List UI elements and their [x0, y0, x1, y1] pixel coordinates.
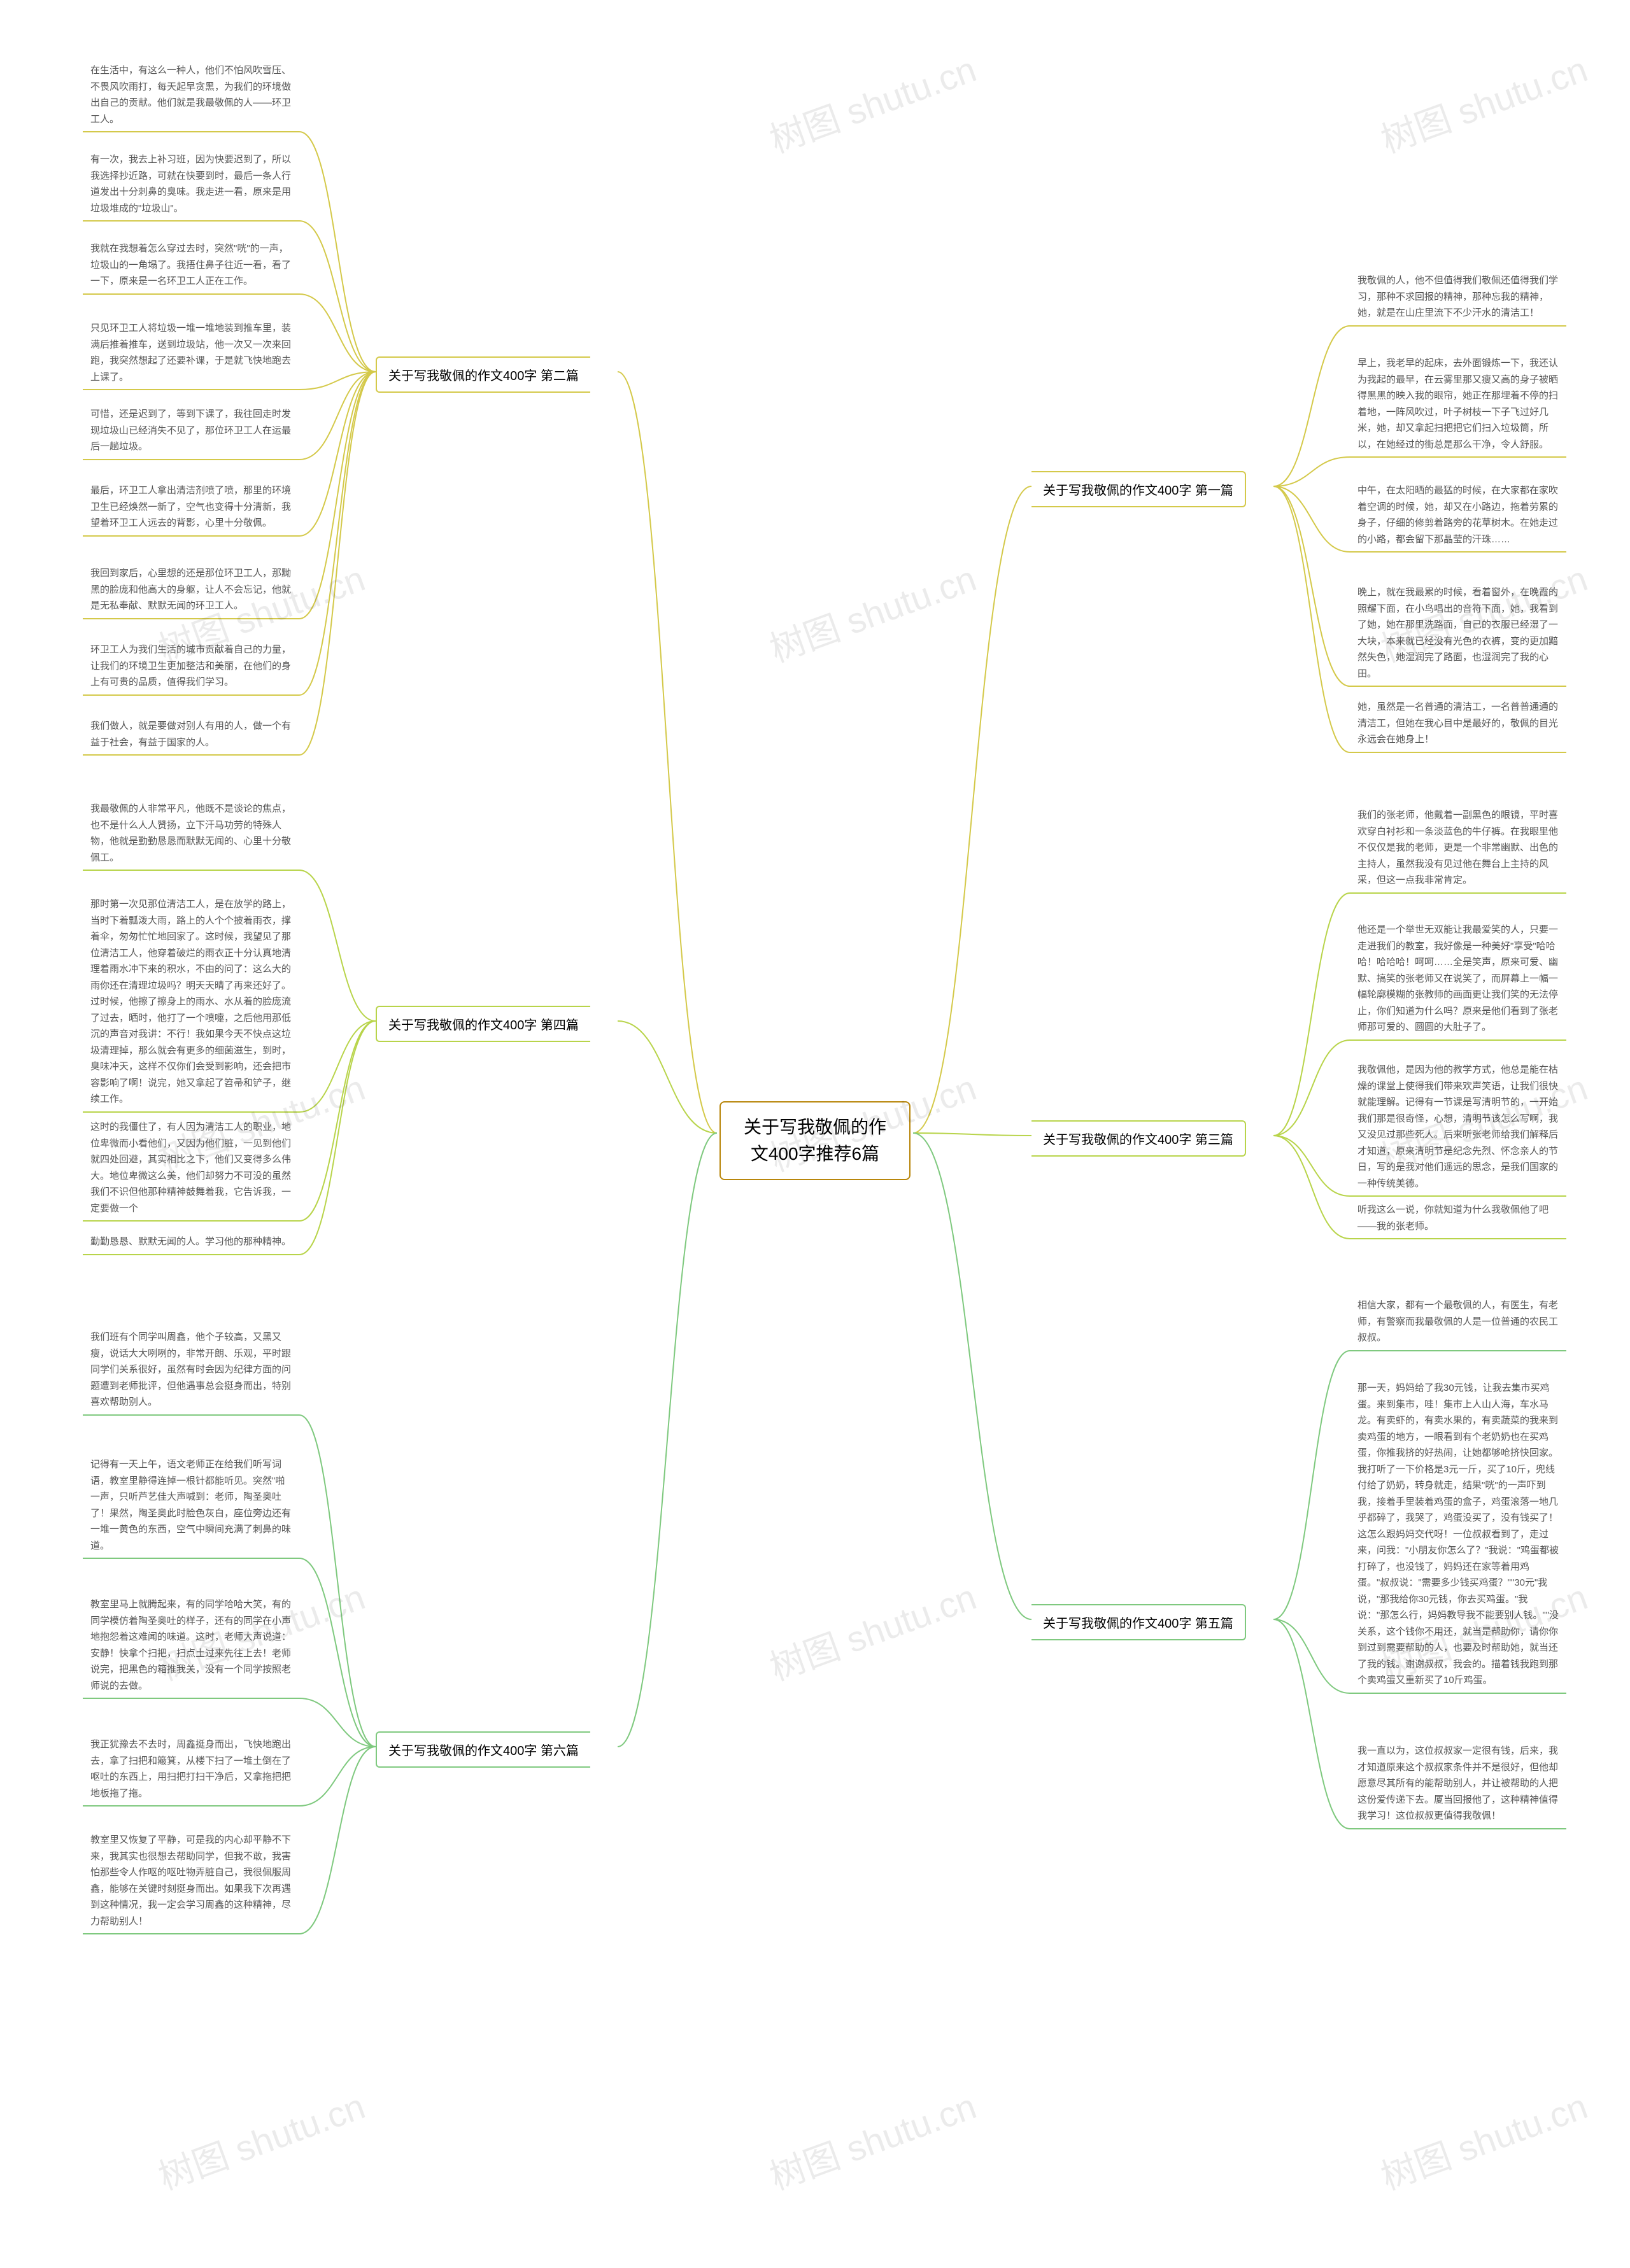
leaf-text: 有一次，我去上补习班，因为快要迟到了，所以我选择抄近路，可就在快要到时，最后一条… — [90, 154, 291, 214]
branch-label: 关于写我敬佩的作文400字 第一篇 — [1043, 484, 1233, 498]
leaf-text: 记得有一天上午，语文老师正在给我们听写词语，教室里静得连掉一根针都能听见。突然"… — [90, 1459, 291, 1551]
branch-label: 关于写我敬佩的作文400字 第五篇 — [1043, 1617, 1233, 1631]
leaf-text: 那时第一次见那位清洁工人，是在放学的路上，当时下着瓢泼大雨，路上的人个个披着雨衣… — [90, 899, 291, 1104]
leaf: 环卫工人为我们生活的城市贡献着自己的力量，让我们的环境卫生更加整洁和美丽，在他们… — [83, 637, 299, 696]
branch-label: 关于写我敬佩的作文400字 第二篇 — [388, 369, 579, 383]
leaf: 我们的张老师，他戴着一副黑色的眼镜，平时喜欢穿白衬衫和一条淡蓝色的牛仔裤。在我眼… — [1350, 802, 1566, 894]
leaf-text: 那一天，妈妈给了我30元钱，让我去集市买鸡蛋。来到集市，哇！集市上人山人海，车水… — [1357, 1383, 1559, 1686]
leaf-text: 在生活中，有这么一种人，他们不怕风吹雪压、不畏风吹雨打，每天起早贪黑，为我们的环… — [90, 65, 291, 125]
leaf-text: 教室里又恢复了平静，可是我的内心却平静不下来，我其实也很想去帮助同学，但我不敢，… — [90, 1835, 291, 1927]
leaf-text: 可惜，还是迟到了，等到下课了，我往回走时发现垃圾山已经消失不见了，那位环卫工人在… — [90, 409, 291, 452]
leaf-text: 我一直以为，这位叔叔家一定很有钱，后来，我才知道原来这个叔叔家条件并不是很好，但… — [1357, 1745, 1558, 1821]
leaf: 我一直以为，这位叔叔家一定很有钱，后来，我才知道原来这个叔叔家条件并不是很好，但… — [1350, 1738, 1566, 1829]
watermark: 树图 shutu.cn — [762, 1568, 982, 1691]
branch-label: 关于写我敬佩的作文400字 第三篇 — [1043, 1133, 1233, 1147]
leaf: 我们做人，就是要做对别人有用的人，做一个有益于社会，有益于国家的人。 — [83, 713, 299, 756]
leaf: 我就在我想着怎么穿过去时，突然"咣"的一声，垃圾山的一角塌了。我捂住鼻子往近一看… — [83, 236, 299, 295]
leaf: 早上，我老早的起床，去外面锻炼一下，我还认为我起的最早，在云雾里那又瘦又高的身子… — [1350, 350, 1566, 458]
leaf: 相信大家，都有一个最敬佩的人，有医生，有老师，有警察而我最敬佩的人是一位普通的农… — [1350, 1292, 1566, 1351]
leaf-text: 我最敬佩的人非常平凡，他既不是谈论的焦点，也不是什么人人赞扬，立下汗马功劳的特殊… — [90, 803, 291, 863]
leaf-text: 听我这么一说，你就知道为什么我敬佩他了吧——我的张老师。 — [1357, 1204, 1548, 1232]
leaf-text: 我正犹豫去不去时，周鑫挺身而出，飞快地跑出去，拿了扫把和簸箕，从楼下扫了一堆土倒… — [90, 1739, 291, 1799]
leaf-text: 她，虽然是一名普通的清洁工，一名普普通通的清洁工，但她在我心目中是最好的，敬佩的… — [1357, 701, 1558, 745]
leaf-text: 他还是一个举世无双能让我最爱笑的人，只要一走进我们的教室，我好像是一种美好"享受… — [1357, 924, 1558, 1032]
leaf-text: 我敬佩的人，他不但值得我们敬佩还值得我们学习，那种不求回报的精神，那种忘我的精神… — [1357, 275, 1558, 318]
leaf-text: 最后，环卫工人拿出清洁剂喷了喷，那里的环境卫生已经焕然一新了，空气也变得十分清新… — [90, 485, 291, 528]
branch-b2: 关于写我敬佩的作文400字 第二篇 — [376, 356, 590, 393]
leaf: 我回到家后，心里想的还是那位环卫工人，那黝黑的脸庞和他高大的身躯，让人不会忘记，… — [83, 560, 299, 619]
branch-b5: 关于写我敬佩的作文400字 第五篇 — [1031, 1604, 1246, 1640]
leaf-text: 我们的张老师，他戴着一副黑色的眼镜，平时喜欢穿白衬衫和一条淡蓝色的牛仔裤。在我眼… — [1357, 810, 1558, 885]
watermark: 树图 shutu.cn — [150, 2078, 371, 2200]
leaf: 听我这么一说，你就知道为什么我敬佩他了吧——我的张老师。 — [1350, 1197, 1566, 1239]
leaf: 可惜，还是迟到了，等到下课了，我往回走时发现垃圾山已经消失不见了，那位环卫工人在… — [83, 401, 299, 460]
leaf-text: 我就在我想着怎么穿过去时，突然"咣"的一声，垃圾山的一角塌了。我捂住鼻子往近一看… — [90, 243, 291, 286]
leaf: 教室里马上就腾起来，有的同学哈哈大笑，有的同学模仿着陶圣奥吐的样子，还有的同学在… — [83, 1591, 299, 1699]
leaf: 我最敬佩的人非常平凡，他既不是谈论的焦点，也不是什么人人赞扬，立下汗马功劳的特殊… — [83, 796, 299, 871]
leaf: 她，虽然是一名普通的清洁工，一名普普通通的清洁工，但她在我心目中是最好的，敬佩的… — [1350, 694, 1566, 753]
watermark: 树图 shutu.cn — [762, 550, 982, 672]
leaf: 那时第一次见那位清洁工人，是在放学的路上，当时下着瓢泼大雨，路上的人个个披着雨衣… — [83, 891, 299, 1113]
leaf: 最后，环卫工人拿出清洁剂喷了喷，那里的环境卫生已经焕然一新了，空气也变得十分清新… — [83, 477, 299, 537]
leaf-text: 我敬佩他，是因为他的教学方式，他总是能在枯燥的课堂上使得我们带来欢声笑语，让我们… — [1357, 1064, 1558, 1189]
leaf: 勤勤恳恳、默默无闻的人。学习他的那种精神。 — [83, 1229, 299, 1255]
leaf: 那一天，妈妈给了我30元钱，让我去集市买鸡蛋。来到集市，哇！集市上人山人海，车水… — [1350, 1375, 1566, 1694]
branch-b4: 关于写我敬佩的作文400字 第四篇 — [376, 1006, 590, 1042]
leaf-text: 教室里马上就腾起来，有的同学哈哈大笑，有的同学模仿着陶圣奥吐的样子，还有的同学在… — [90, 1599, 291, 1691]
leaf-text: 晚上，就在我最累的时候，看着窗外，在晚霞的照耀下面，在小鸟唱出的音符下面，她，我… — [1357, 587, 1558, 679]
leaf: 晚上，就在我最累的时候，看着窗外，在晚霞的照耀下面，在小鸟唱出的音符下面，她，我… — [1350, 579, 1566, 687]
leaf: 这时的我僵住了，有人因为清洁工人的职业，地位卑微而小看他们，又因为他们脏，一见到… — [83, 1114, 299, 1222]
watermark: 树图 shutu.cn — [762, 41, 982, 163]
leaf: 在生活中，有这么一种人，他们不怕风吹雪压、不畏风吹雨打，每天起早贪黑，为我们的环… — [83, 57, 299, 132]
leaf-text: 环卫工人为我们生活的城市贡献着自己的力量，让我们的环境卫生更加整洁和美丽，在他们… — [90, 644, 291, 687]
branch-label: 关于写我敬佩的作文400字 第四篇 — [388, 1018, 579, 1032]
leaf: 我敬佩他，是因为他的教学方式，他总是能在枯燥的课堂上使得我们带来欢声笑语，让我们… — [1350, 1057, 1566, 1197]
leaf: 有一次，我去上补习班，因为快要迟到了，所以我选择抄近路，可就在快要到时，最后一条… — [83, 146, 299, 222]
leaf: 他还是一个举世无双能让我最爱笑的人，只要一走进我们的教室，我好像是一种美好"享受… — [1350, 917, 1566, 1041]
branch-b3: 关于写我敬佩的作文400字 第三篇 — [1031, 1120, 1246, 1157]
leaf: 我敬佩的人，他不但值得我们敬佩还值得我们学习，那种不求回报的精神，那种忘我的精神… — [1350, 267, 1566, 327]
leaf-text: 早上，我老早的起床，去外面锻炼一下，我还认为我起的最早，在云雾里那又瘦又高的身子… — [1357, 358, 1558, 450]
watermark: 树图 shutu.cn — [762, 2078, 982, 2200]
root-label: 关于写我敬佩的作文400字推荐6篇 — [744, 1117, 886, 1164]
watermark: 树图 shutu.cn — [1373, 41, 1594, 163]
leaf-text: 中午，在太阳晒的最猛的时候，在大家都在家吹着空调的时候，她，却又在小路边，拖着劳… — [1357, 485, 1558, 545]
leaf: 记得有一天上午，语文老师正在给我们听写词语，教室里静得连掉一根针都能听见。突然"… — [83, 1451, 299, 1559]
leaf: 中午，在太阳晒的最猛的时候，在大家都在家吹着空调的时候，她，却又在小路边，拖着劳… — [1350, 477, 1566, 553]
leaf: 教室里又恢复了平静，可是我的内心却平静不下来，我其实也很想去帮助同学，但我不敢，… — [83, 1827, 299, 1934]
root-node: 关于写我敬佩的作文400字推荐6篇 — [719, 1101, 911, 1180]
leaf-text: 我们做人，就是要做对别人有用的人，做一个有益于社会，有益于国家的人。 — [90, 721, 291, 748]
leaf-text: 我回到家后，心里想的还是那位环卫工人，那黝黑的脸庞和他高大的身躯，让人不会忘记，… — [90, 568, 291, 611]
watermark: 树图 shutu.cn — [1373, 2078, 1594, 2200]
branch-b1: 关于写我敬佩的作文400字 第一篇 — [1031, 471, 1246, 507]
leaf: 只见环卫工人将垃圾一堆一堆地装到推车里，装满后推着推车，送到垃圾站，他一次又一次… — [83, 315, 299, 390]
leaf-text: 勤勤恳恳、默默无闻的人。学习他的那种精神。 — [90, 1236, 291, 1247]
leaf-text: 只见环卫工人将垃圾一堆一堆地装到推车里，装满后推着推车，送到垃圾站，他一次又一次… — [90, 323, 291, 383]
leaf-text: 我们班有个同学叫周鑫，他个子较高，又黑又瘦，说话大大咧咧的，非常开朗、乐观，平时… — [90, 1332, 291, 1407]
branch-label: 关于写我敬佩的作文400字 第六篇 — [388, 1744, 579, 1758]
leaf-text: 这时的我僵住了，有人因为清洁工人的职业，地位卑微而小看他们，又因为他们脏，一见到… — [90, 1122, 291, 1214]
branch-b6: 关于写我敬佩的作文400字 第六篇 — [376, 1731, 590, 1768]
leaf: 我们班有个同学叫周鑫，他个子较高，又黑又瘦，说话大大咧咧的，非常开朗、乐观，平时… — [83, 1324, 299, 1416]
leaf: 我正犹豫去不去时，周鑫挺身而出，飞快地跑出去，拿了扫把和簸箕，从楼下扫了一堆土倒… — [83, 1731, 299, 1807]
leaf-text: 相信大家，都有一个最敬佩的人，有医生，有老师，有警察而我最敬佩的人是一位普通的农… — [1357, 1300, 1558, 1343]
